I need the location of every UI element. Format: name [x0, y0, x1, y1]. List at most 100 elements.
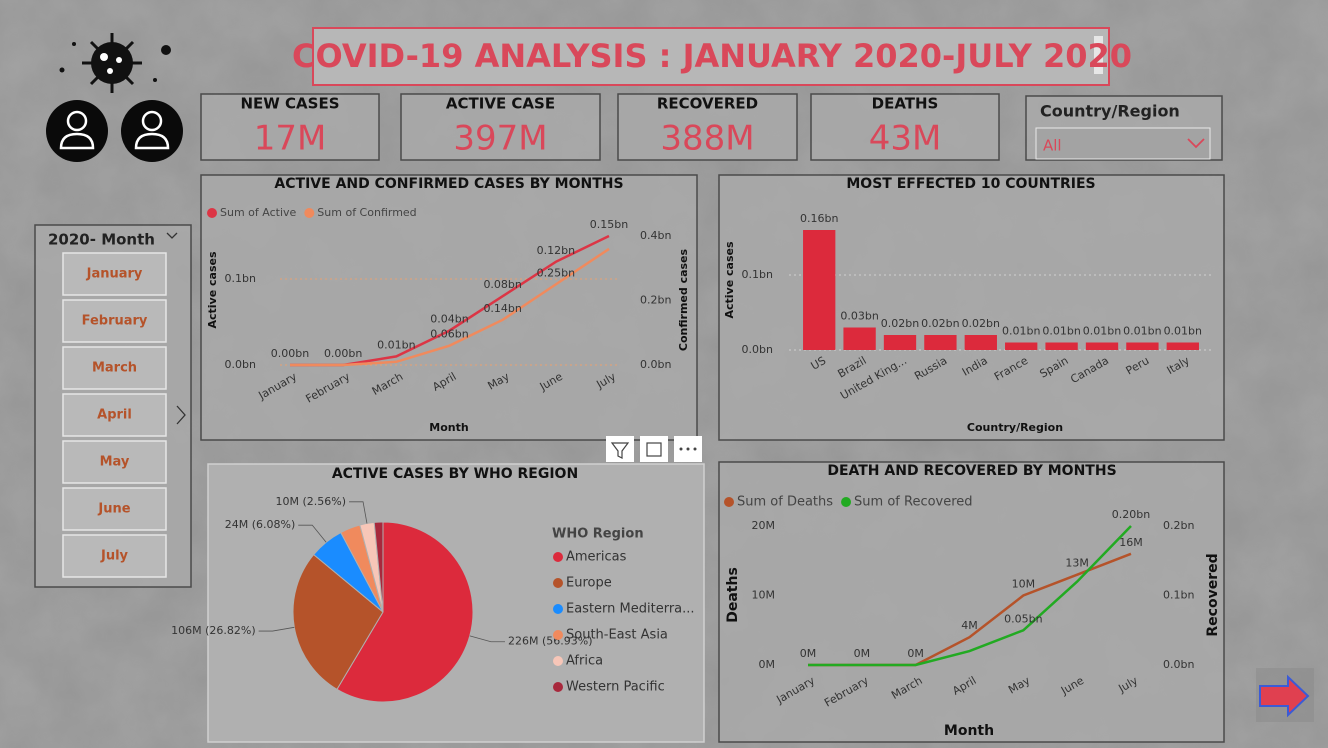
legend-label: Africa: [566, 654, 603, 669]
data-label: 0M: [800, 647, 817, 660]
chart-title: ACTIVE AND CONFIRMED CASES BY MONTHS: [274, 176, 623, 192]
slicer-item[interactable]: June: [97, 502, 130, 517]
y-tick-label: 0.1bn: [225, 272, 256, 285]
slicer-item[interactable]: July: [100, 549, 129, 564]
slicer-button[interactable]: [62, 299, 167, 343]
kpi-value: 397M: [453, 119, 547, 159]
legend-marker: [553, 552, 563, 562]
data-label: 0.20bn: [1112, 508, 1150, 521]
y-tick-label: 0M: [759, 658, 776, 671]
legend-label: Eastern Mediterra...: [566, 602, 695, 617]
slicer-button[interactable]: [62, 534, 167, 578]
bar: [964, 335, 997, 350]
bar: [843, 327, 876, 350]
focus-button[interactable]: [640, 436, 668, 462]
person-icon: [121, 100, 183, 162]
slicer-arrow[interactable]: [176, 405, 186, 425]
filter-glyph: [610, 442, 630, 459]
bar: [1045, 342, 1078, 350]
next-page-button[interactable]: [1256, 668, 1314, 722]
legend-label: Western Pacific: [566, 680, 665, 695]
x-axis-title: Country/Region: [967, 421, 1063, 434]
leader-line: [298, 524, 327, 543]
y-tick-label: 0.1bn: [1163, 589, 1194, 602]
slicer-item[interactable]: May: [100, 455, 130, 470]
y-tick-label: 0.0bn: [1163, 658, 1194, 671]
chart-panel: [718, 461, 1225, 743]
data-label: 226M (56.93%): [508, 635, 593, 648]
legend-marker: [724, 497, 734, 507]
kpi-label: NEW CASES: [240, 95, 339, 113]
chart-panel: [718, 174, 1225, 441]
slicer-button[interactable]: [62, 440, 167, 484]
data-label: 0.06bn: [430, 328, 468, 341]
data-label: 0.00bn: [324, 347, 362, 360]
kpi-label: ACTIVE CASE: [446, 95, 555, 113]
filter-button[interactable]: [606, 436, 634, 462]
slicer-button[interactable]: [62, 393, 167, 437]
y-tick-label: 0.0bn: [225, 358, 256, 371]
kpi-card: [810, 93, 1000, 161]
data-label: 0.01bn: [1002, 325, 1040, 338]
leader-line: [258, 626, 295, 632]
data-label: 0.00bn: [271, 347, 309, 360]
bar: [924, 335, 957, 350]
slicer-button[interactable]: [62, 346, 167, 390]
data-label: 0.01bn: [377, 338, 415, 351]
legend-marker: [553, 682, 563, 692]
data-label: 0.02bn: [921, 317, 959, 330]
y2-axis-title: Recovered: [1205, 553, 1221, 636]
legend-marker: [553, 630, 563, 640]
title-accent: [1094, 36, 1103, 74]
legend-label: Europe: [566, 576, 612, 591]
x-axis-title: Month: [944, 723, 994, 739]
y-tick-label: 0.1bn: [742, 268, 773, 281]
data-label: 0.03bn: [840, 310, 878, 323]
kpi-card: [617, 93, 798, 161]
slicer-button[interactable]: [62, 487, 167, 531]
pie-slice: [373, 521, 384, 613]
kpi-value: 388M: [660, 119, 754, 159]
dropdown[interactable]: [1035, 127, 1211, 160]
data-label: 0M: [907, 647, 924, 660]
bar: [883, 335, 917, 350]
slicer-item[interactable]: March: [92, 361, 137, 376]
chart-title: ACTIVE CASES BY WHO REGION: [332, 466, 578, 482]
data-label: 0.15bn: [590, 218, 628, 231]
data-label: 106M (26.82%): [171, 624, 256, 637]
legend-label: South-East Asia: [566, 628, 668, 643]
data-label: 0.01bn: [1123, 325, 1161, 338]
slicer-chevron[interactable]: [166, 232, 178, 239]
line-series: [808, 525, 1132, 667]
slicer-button[interactable]: [62, 252, 167, 296]
slicer-item[interactable]: February: [82, 314, 148, 329]
data-label: 13M: [1065, 557, 1089, 570]
legend-label: Americas: [566, 550, 627, 565]
data-label: 0.02bn: [881, 317, 919, 330]
person-icon: [46, 100, 108, 162]
legend-marker: [207, 208, 217, 218]
virus-icon: [59, 33, 171, 93]
y-tick-label: 0.4bn: [640, 229, 671, 242]
data-label: 16M: [1119, 536, 1143, 549]
data-label: 0.01bn: [1042, 325, 1080, 338]
kpi-value: 43M: [869, 119, 942, 159]
kpi-card: [200, 93, 380, 161]
filter-value[interactable]: All: [1043, 137, 1062, 155]
y-tick-label: 10M: [752, 589, 776, 602]
y-axis-title: Deaths: [725, 567, 741, 623]
legend-label: Sum of Deaths: [737, 495, 833, 510]
slicer-item[interactable]: January: [86, 267, 143, 282]
y-axis-title: Active cases: [206, 251, 219, 328]
data-label: 0.12bn: [537, 244, 575, 257]
slicer-item[interactable]: April: [97, 408, 132, 423]
data-label: 10M (2.56%): [276, 495, 347, 508]
line-series: [290, 247, 610, 367]
legend-marker: [553, 656, 563, 666]
bar: [1085, 342, 1119, 350]
dropdown-chevron[interactable]: [1187, 138, 1205, 149]
data-label: 4M: [961, 619, 978, 632]
data-label: 0.08bn: [483, 278, 521, 291]
legend-title: WHO Region: [552, 527, 644, 542]
